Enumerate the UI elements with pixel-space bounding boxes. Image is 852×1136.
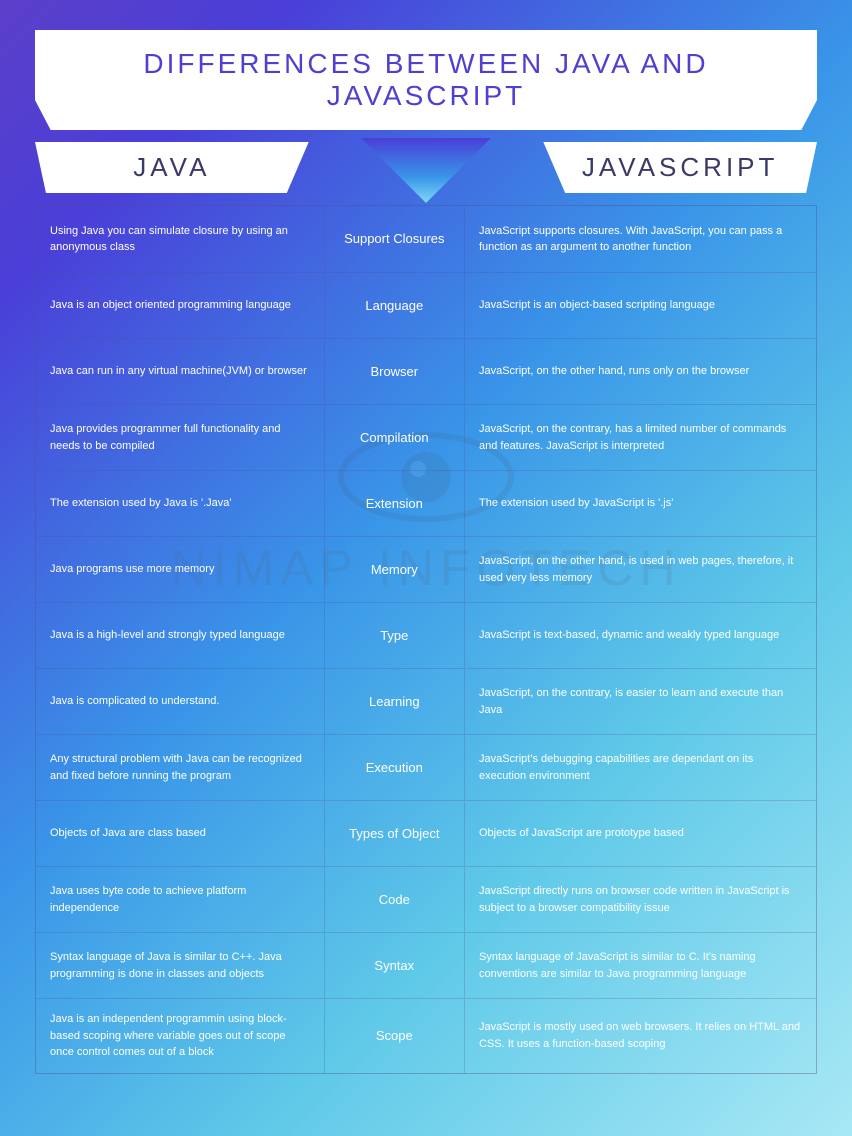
java-cell: Java programs use more memory bbox=[36, 537, 325, 602]
table-row: Java is complicated to understand.Learni… bbox=[36, 668, 816, 734]
category-cell: Extension bbox=[325, 471, 465, 536]
java-cell: Java is complicated to understand. bbox=[36, 669, 325, 734]
java-cell: Objects of Java are class based bbox=[36, 801, 325, 866]
java-cell: Java provides programmer full functional… bbox=[36, 405, 325, 470]
java-cell: Java uses byte code to achieve platform … bbox=[36, 867, 325, 932]
javascript-cell: JavaScript supports closures. With JavaS… bbox=[465, 206, 816, 272]
category-cell: Memory bbox=[325, 537, 465, 602]
javascript-cell: JavaScript is mostly used on web browser… bbox=[465, 999, 816, 1073]
title-banner: DIFFERENCES BETWEEN JAVA AND JAVASCRIPT bbox=[35, 30, 817, 130]
javascript-cell: JavaScript is an object-based scripting … bbox=[465, 273, 816, 338]
javascript-cell: JavaScript's debugging capabilities are … bbox=[465, 735, 816, 800]
table-row: Java provides programmer full functional… bbox=[36, 404, 816, 470]
table-row: Any structural problem with Java can be … bbox=[36, 734, 816, 800]
category-cell: Support Closures bbox=[325, 206, 465, 272]
java-cell: Java is a high-level and strongly typed … bbox=[36, 603, 325, 668]
javascript-cell: JavaScript is text-based, dynamic and we… bbox=[465, 603, 816, 668]
table-row: Java can run in any virtual machine(JVM)… bbox=[36, 338, 816, 404]
table-row: Java programs use more memoryMemoryJavaS… bbox=[36, 536, 816, 602]
category-cell: Execution bbox=[325, 735, 465, 800]
category-cell: Browser bbox=[325, 339, 465, 404]
javascript-cell: Objects of JavaScript are prototype base… bbox=[465, 801, 816, 866]
table-row: Java is an object oriented programming l… bbox=[36, 272, 816, 338]
table-row: Java is an independent programmin using … bbox=[36, 998, 816, 1073]
category-cell: Language bbox=[325, 273, 465, 338]
java-cell: Using Java you can simulate closure by u… bbox=[36, 206, 325, 272]
javascript-cell: Syntax language of JavaScript is similar… bbox=[465, 933, 816, 998]
javascript-cell: JavaScript, on the contrary, has a limit… bbox=[465, 405, 816, 470]
java-cell: Any structural problem with Java can be … bbox=[36, 735, 325, 800]
javascript-cell: The extension used by JavaScript is '.js… bbox=[465, 471, 816, 536]
arrow-down-icon bbox=[351, 138, 501, 208]
infographic-container: DIFFERENCES BETWEEN JAVA AND JAVASCRIPT … bbox=[0, 0, 852, 1094]
category-cell: Scope bbox=[325, 999, 465, 1073]
category-cell: Compilation bbox=[325, 405, 465, 470]
java-cell: The extension used by Java is '.Java' bbox=[36, 471, 325, 536]
java-cell: Java is an object oriented programming l… bbox=[36, 273, 325, 338]
column-header-javascript: JAVASCRIPT bbox=[543, 142, 817, 193]
table-row: The extension used by Java is '.Java'Ext… bbox=[36, 470, 816, 536]
table-row: Java is a high-level and strongly typed … bbox=[36, 602, 816, 668]
column-headers: JAVA JAVASCRIPT bbox=[35, 142, 817, 193]
table-row: Using Java you can simulate closure by u… bbox=[36, 206, 816, 272]
javascript-cell: JavaScript directly runs on browser code… bbox=[465, 867, 816, 932]
java-cell: Java can run in any virtual machine(JVM)… bbox=[36, 339, 325, 404]
table-row: Syntax language of Java is similar to C+… bbox=[36, 932, 816, 998]
category-cell: Learning bbox=[325, 669, 465, 734]
table-row: Objects of Java are class basedTypes of … bbox=[36, 800, 816, 866]
title-text: DIFFERENCES BETWEEN JAVA AND JAVASCRIPT bbox=[65, 48, 787, 112]
column-header-java: JAVA bbox=[35, 142, 309, 193]
javascript-cell: JavaScript, on the contrary, is easier t… bbox=[465, 669, 816, 734]
category-cell: Types of Object bbox=[325, 801, 465, 866]
java-cell: Java is an independent programmin using … bbox=[36, 999, 325, 1073]
category-cell: Syntax bbox=[325, 933, 465, 998]
javascript-cell: JavaScript, on the other hand, runs only… bbox=[465, 339, 816, 404]
comparison-table: Using Java you can simulate closure by u… bbox=[35, 205, 817, 1074]
category-cell: Code bbox=[325, 867, 465, 932]
category-cell: Type bbox=[325, 603, 465, 668]
java-cell: Syntax language of Java is similar to C+… bbox=[36, 933, 325, 998]
javascript-cell: JavaScript, on the other hand, is used i… bbox=[465, 537, 816, 602]
table-row: Java uses byte code to achieve platform … bbox=[36, 866, 816, 932]
